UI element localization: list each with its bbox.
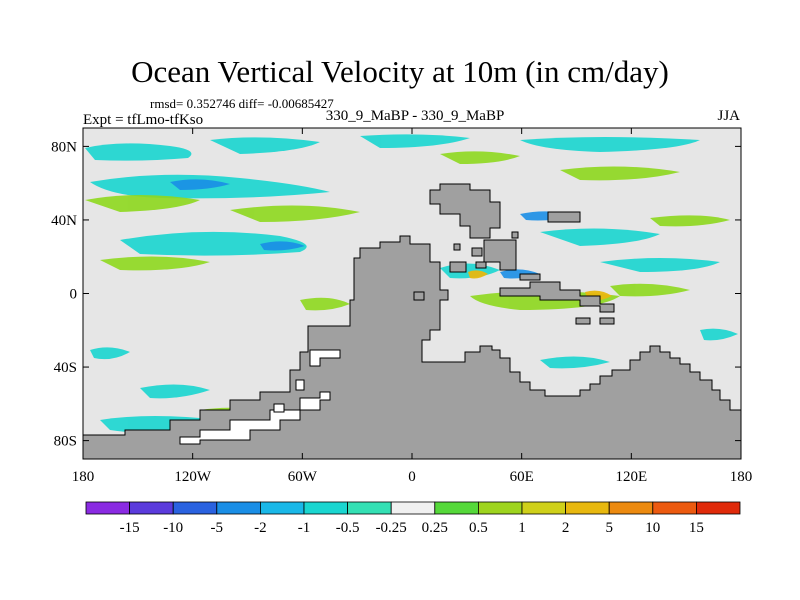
chart-title: Ocean Vertical Velocity at 10m (in cm/da… bbox=[131, 54, 669, 89]
colorbar bbox=[85, 501, 741, 515]
colorbar-swatch bbox=[390, 501, 436, 515]
colorbar-swatch bbox=[477, 501, 523, 515]
colorbar-label: -10 bbox=[163, 520, 183, 536]
season-label: JJA bbox=[717, 108, 740, 124]
land-masses bbox=[82, 183, 742, 460]
colorbar-label: -0.5 bbox=[336, 520, 360, 536]
x-tick-label: 60E bbox=[510, 469, 534, 485]
colorbar-label: 10 bbox=[645, 520, 660, 536]
colorbar-swatch bbox=[696, 501, 741, 515]
colorbar-label: -0.25 bbox=[376, 520, 407, 536]
x-tick-label: 120W bbox=[174, 469, 212, 485]
x-tick-label: 180 bbox=[730, 469, 753, 485]
y-tick-label: 80N bbox=[51, 139, 77, 155]
colorbar-swatch bbox=[434, 501, 479, 515]
ice-regions bbox=[179, 349, 341, 445]
colorbar-swatch bbox=[521, 501, 566, 515]
colorbar-label: 1 bbox=[518, 520, 526, 536]
colorbar-label: 15 bbox=[689, 520, 704, 536]
colorbar-swatch bbox=[565, 501, 610, 515]
colorbar-swatch bbox=[608, 501, 654, 515]
x-tick-label: 0 bbox=[408, 469, 416, 485]
colorbar-swatch bbox=[259, 501, 305, 515]
x-axis: 180 120W 60W 0 60E 120E 180 bbox=[72, 128, 753, 485]
x-tick-label: 120E bbox=[615, 469, 647, 485]
colorbar-label: 0.25 bbox=[422, 520, 448, 536]
colorbar-label: -5 bbox=[211, 520, 224, 536]
experiment-label: Expt = tfLmo-tfKso bbox=[83, 112, 204, 128]
y-tick-label: 80S bbox=[54, 434, 77, 450]
y-axis: 80N 40N 0 40S 80S bbox=[51, 139, 741, 450]
colorbar-label: 0.5 bbox=[469, 520, 488, 536]
colorbar-label: -1 bbox=[298, 520, 311, 536]
x-tick-label: 60W bbox=[288, 469, 318, 485]
y-tick-label: 40N bbox=[51, 213, 77, 229]
x-tick-label: 180 bbox=[72, 469, 95, 485]
colorbar-labels: -15 -10 -5 -2 -1 -0.5 -0.25 0.25 0.5 1 2 5 10 15 bbox=[120, 520, 704, 536]
y-tick-label: 40S bbox=[54, 360, 77, 376]
colorbar-label: -15 bbox=[120, 520, 140, 536]
colorbar-label: 5 bbox=[605, 520, 613, 536]
colorbar-label: 2 bbox=[562, 520, 570, 536]
colorbar-swatch bbox=[652, 501, 697, 515]
colorbar-label: -2 bbox=[254, 520, 267, 536]
colorbar-swatch bbox=[129, 501, 174, 515]
center-label: 330_9_MaBP - 330_9_MaBP bbox=[325, 108, 505, 124]
colorbar-swatch bbox=[172, 501, 218, 515]
colorbar-swatch bbox=[85, 501, 130, 515]
colorbar-swatch bbox=[303, 501, 348, 515]
y-tick-label: 0 bbox=[70, 287, 78, 303]
colorbar-swatch bbox=[216, 501, 261, 515]
stats-text: rmsd= 0.352746 diff= -0.00685427 bbox=[150, 96, 334, 111]
colorbar-swatch bbox=[347, 501, 392, 515]
